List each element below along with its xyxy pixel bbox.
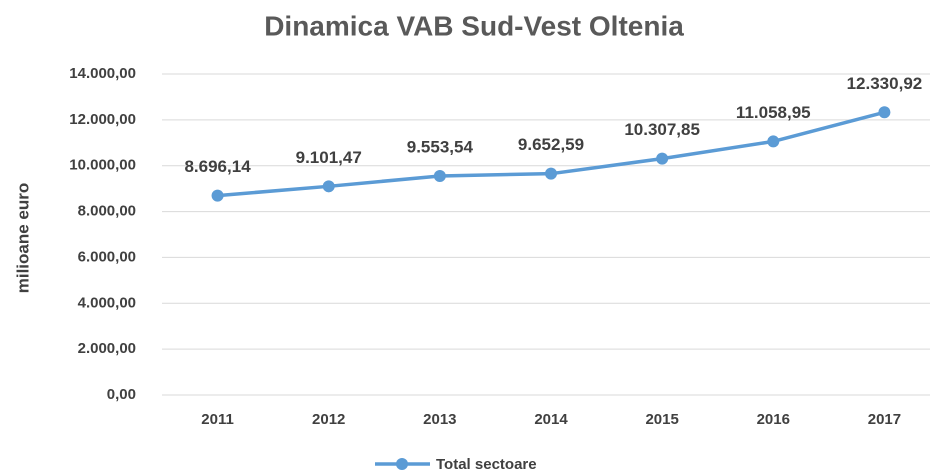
data-point [433, 169, 446, 182]
x-tick-label: 2012 [312, 411, 345, 428]
y-axis-label: milioane euro [13, 183, 32, 294]
data-label: 9.101,47 [296, 148, 362, 167]
data-label: 12.330,92 [847, 74, 923, 93]
y-tick-label: 10.000,00 [69, 157, 136, 174]
x-tick-label: 2014 [534, 411, 568, 428]
x-tick-label: 2017 [868, 411, 901, 428]
data-point [545, 167, 557, 180]
x-tick-label: 2015 [645, 411, 678, 428]
data-point [211, 189, 224, 202]
x-tick-label: 2011 [201, 411, 234, 428]
legend-marker [396, 458, 408, 470]
y-tick-label: 6.000,00 [78, 248, 136, 265]
data-point [656, 152, 669, 165]
data-point [878, 106, 891, 119]
data-point [767, 135, 780, 148]
data-label: 11.058,95 [736, 103, 811, 122]
data-label: 8.696,14 [184, 157, 251, 176]
y-tick-label: 12.000,00 [69, 111, 136, 128]
data-label: 9.553,54 [407, 137, 474, 156]
x-tick-label: 2013 [423, 411, 456, 428]
y-tick-label: 4.000,00 [78, 294, 136, 311]
y-tick-label: 0,00 [107, 386, 136, 403]
chart-title: Dinamica VAB Sud-Vest Oltenia [264, 10, 684, 41]
data-label: 9.652,59 [518, 135, 584, 154]
y-tick-label: 14.000,00 [69, 65, 136, 82]
y-tick-label: 8.000,00 [78, 203, 136, 220]
data-point [322, 180, 335, 193]
legend-label: Total sectoare [436, 456, 537, 473]
y-tick-label: 2.000,00 [78, 340, 136, 357]
x-tick-label: 2016 [757, 411, 790, 428]
data-label: 10.307,85 [624, 120, 700, 139]
